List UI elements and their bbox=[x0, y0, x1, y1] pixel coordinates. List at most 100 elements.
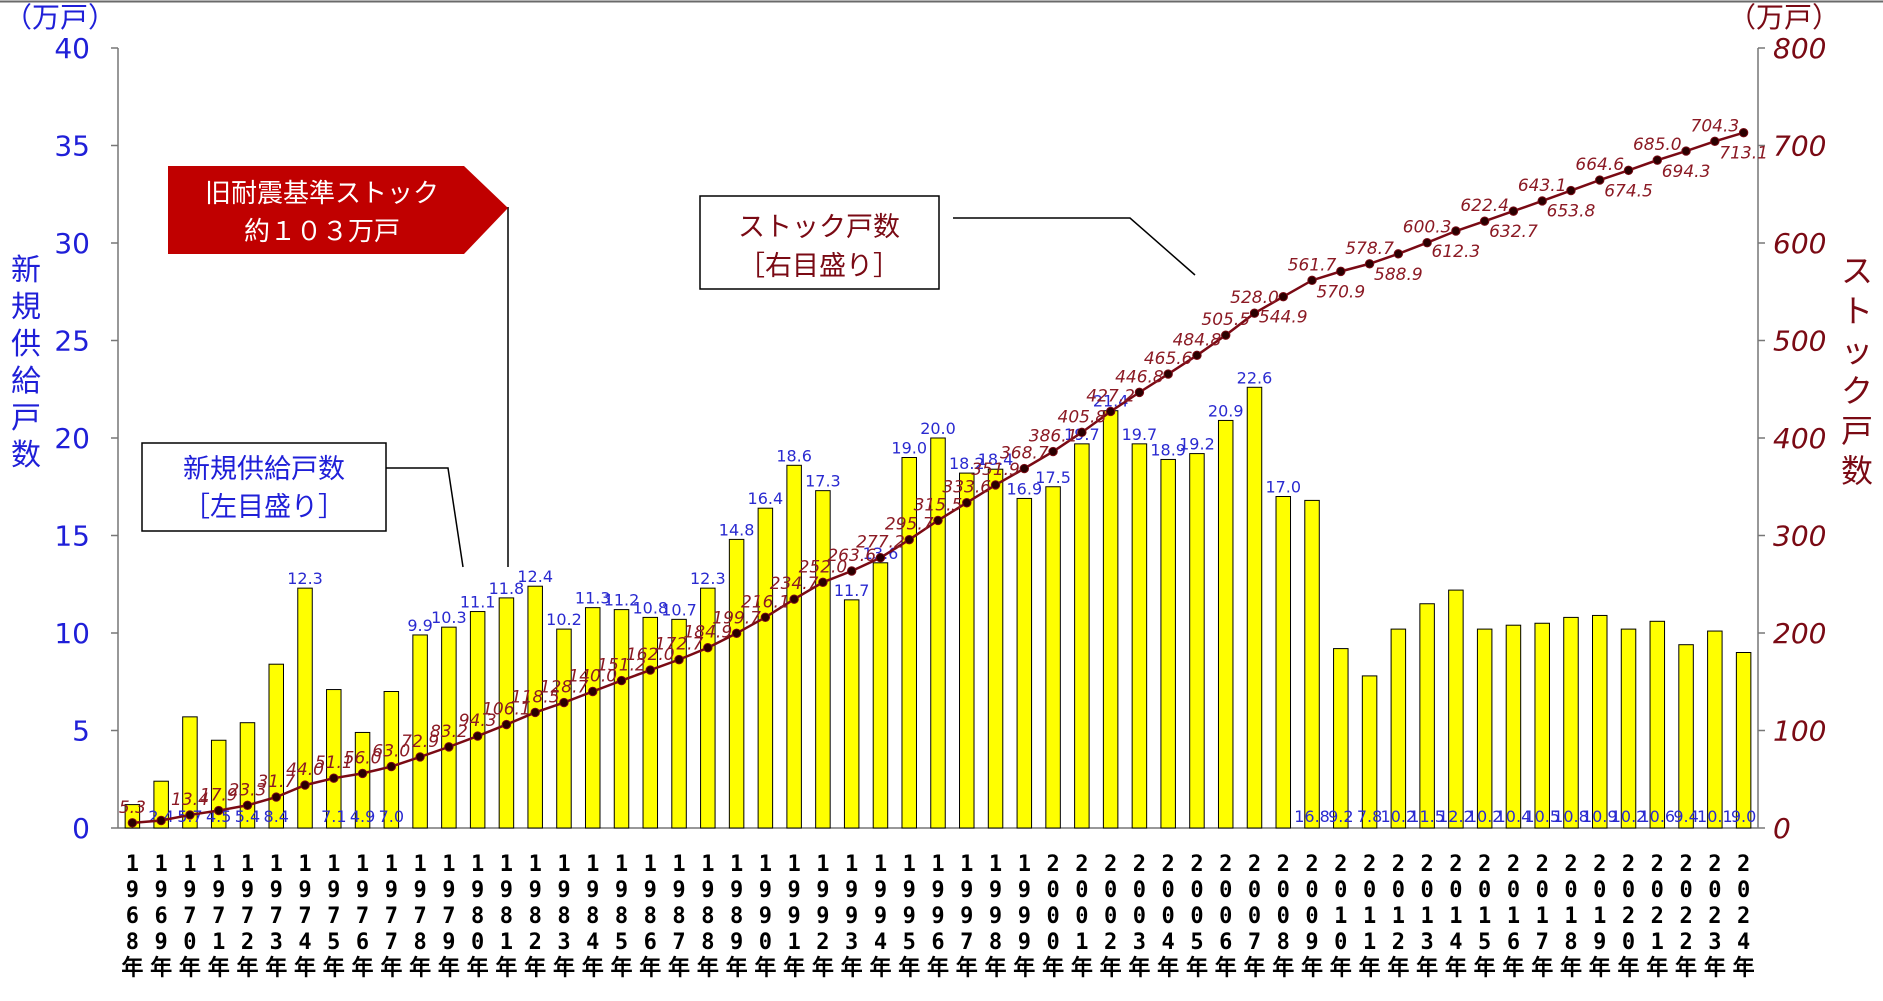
supply-bar-label: 16.4 bbox=[748, 489, 784, 508]
stock-point bbox=[990, 480, 1001, 490]
supply-bar-label: 16.8 bbox=[1294, 807, 1330, 826]
stock-label: 368.7 bbox=[1000, 444, 1049, 464]
supply-bar-label: 10.3 bbox=[431, 608, 467, 627]
stock-label: 140.0 bbox=[568, 667, 617, 687]
supply-bar bbox=[210, 739, 227, 829]
right-tick-label: 200 bbox=[1773, 617, 1826, 650]
stock-point bbox=[1336, 266, 1346, 277]
stock-point bbox=[386, 761, 397, 772]
stock-label: 277.2 bbox=[856, 533, 905, 553]
supply-bar bbox=[1246, 386, 1263, 829]
supply-bar bbox=[412, 634, 428, 829]
supply-bar bbox=[728, 538, 745, 829]
old-standard-banner: 旧耐震基準ストック 約１０３万戸 bbox=[168, 166, 509, 567]
supply-bar-label: 10.2 bbox=[1611, 807, 1647, 826]
supply-bar bbox=[1505, 624, 1522, 829]
stock-label: 664.6 bbox=[1575, 155, 1624, 175]
supply-bar bbox=[1304, 499, 1320, 829]
supply-bar bbox=[153, 780, 169, 829]
left-tick-label: 35 bbox=[54, 130, 90, 163]
supply-bar bbox=[182, 716, 198, 829]
stock-label: 561.7 bbox=[1288, 255, 1337, 275]
supply-bar-label: 7.8 bbox=[1357, 807, 1382, 826]
supply-bar bbox=[1074, 443, 1090, 829]
stock-label: 106.1 bbox=[482, 700, 531, 720]
supply-bar-label: 5.4 bbox=[235, 807, 260, 826]
stock-label: 94.3 bbox=[459, 711, 497, 731]
left-tick-label: 25 bbox=[54, 325, 90, 358]
supply-bar bbox=[1476, 628, 1493, 829]
left-axis-unit: （万戸） bbox=[4, 1, 116, 34]
x-axis-ticks: 1 9 6 8 年 1 9 6 9 年 1 9 7 0 年 1 9 7 1 年 1 9 7 2 年 1 9 7 3 年 1 9 7 4 年 1 9 7 5 年… bbox=[121, 852, 1754, 981]
supply-bar-label: 19.0 bbox=[891, 439, 927, 458]
supply-bar-label: 18.4 bbox=[978, 450, 1014, 469]
supply-callout-box bbox=[141, 442, 387, 532]
supply-bar bbox=[1620, 628, 1637, 829]
supply-bar bbox=[815, 490, 831, 829]
stock-callout-leader bbox=[953, 217, 1196, 276]
stock-point bbox=[933, 515, 943, 526]
supply-bar-label: 9.0 bbox=[1731, 807, 1756, 826]
stock-label: 427.2 bbox=[1086, 386, 1135, 406]
stock-label: 588.9 bbox=[1374, 265, 1423, 285]
stock-point bbox=[818, 577, 828, 587]
supply-bar-label: 10.4 bbox=[1496, 807, 1532, 826]
stock-point bbox=[760, 612, 771, 623]
stock-point bbox=[1623, 165, 1634, 176]
supply-bar-label: 19.2 bbox=[1179, 435, 1215, 454]
stock-label: 713.1 bbox=[1719, 144, 1768, 164]
stock-point bbox=[444, 742, 454, 752]
supply-bar bbox=[1534, 622, 1550, 829]
stock-point bbox=[1249, 308, 1260, 318]
supply-bar bbox=[1131, 443, 1148, 829]
stock-callout-line-2: ［右目盛り］ bbox=[738, 251, 900, 282]
right-axis-ticks: 0 100 200 300 400 500 600 700 800 bbox=[1758, 32, 1826, 845]
supply-bar bbox=[527, 585, 543, 829]
stock-label: 505.5 bbox=[1201, 310, 1250, 330]
left-axis-title: 新規供給戸数 bbox=[11, 253, 41, 473]
stock-label: 216.1 bbox=[741, 592, 790, 612]
supply-bar bbox=[1592, 614, 1608, 829]
stock-label: 694.3 bbox=[1662, 162, 1711, 182]
stock-point bbox=[1595, 175, 1605, 185]
right-tick-label: 0 bbox=[1773, 812, 1791, 845]
supply-bar-label: 12.3 bbox=[287, 569, 323, 588]
stock-label: 653.8 bbox=[1547, 202, 1596, 222]
left-tick-label: 40 bbox=[54, 32, 90, 65]
stock-label: 234.7 bbox=[770, 574, 819, 594]
supply-bar bbox=[1275, 496, 1292, 829]
stock-label: 151.2 bbox=[597, 656, 646, 676]
stock-label: 128.7 bbox=[540, 678, 589, 698]
supply-bar bbox=[239, 722, 256, 829]
stock-label: 643.1 bbox=[1518, 176, 1567, 196]
stock-point bbox=[1537, 196, 1547, 206]
stock-label: 465.6 bbox=[1144, 349, 1193, 369]
stock-point bbox=[875, 553, 886, 563]
supply-bar bbox=[757, 507, 774, 829]
old-standard-line-2: 約１０３万戸 bbox=[244, 217, 400, 247]
supply-bar bbox=[930, 437, 946, 829]
stock-point bbox=[472, 731, 483, 741]
supply-bar bbox=[959, 472, 975, 829]
supply-bar-label: 10.7 bbox=[661, 600, 697, 619]
stock-point bbox=[329, 773, 339, 783]
stock-label: 685.0 bbox=[1633, 135, 1682, 155]
left-tick-label: 0 bbox=[72, 812, 90, 845]
supply-bar bbox=[441, 626, 457, 829]
supply-bar bbox=[1419, 603, 1435, 829]
